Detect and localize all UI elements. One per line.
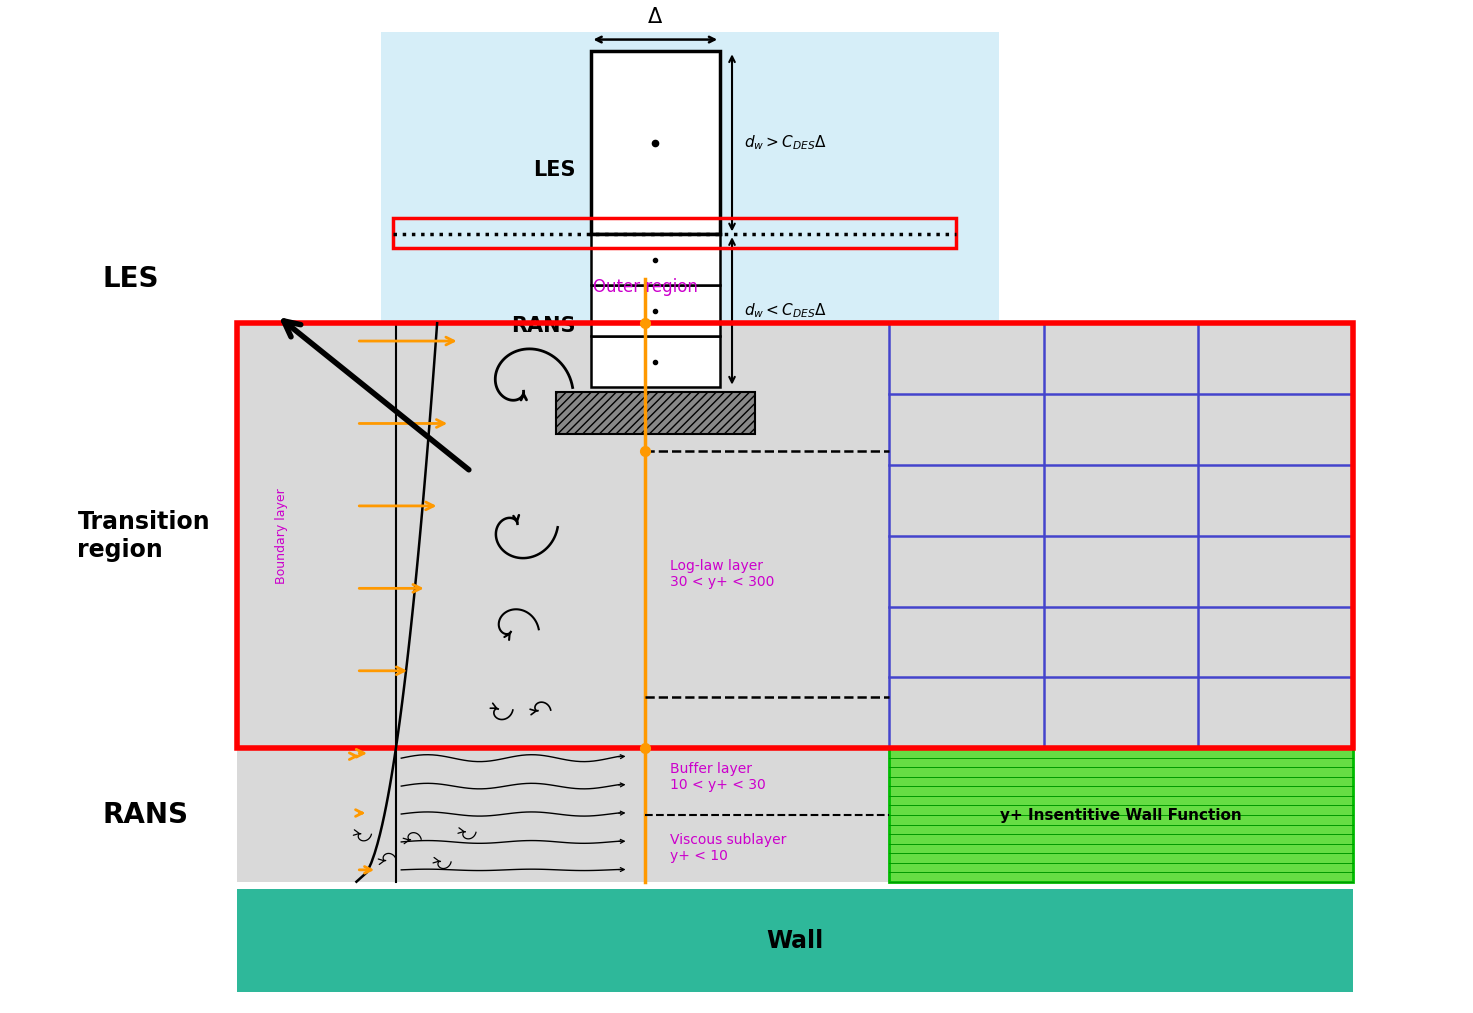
Bar bbox=[382, 31, 999, 462]
Bar bbox=[393, 219, 956, 248]
Text: LES: LES bbox=[533, 160, 576, 180]
Text: RANS: RANS bbox=[511, 316, 576, 336]
Bar bbox=[237, 323, 1352, 881]
Text: RANS: RANS bbox=[103, 801, 189, 829]
Text: Boundary layer: Boundary layer bbox=[275, 488, 289, 583]
Text: Viscous sublayer
y+ < 10: Viscous sublayer y+ < 10 bbox=[670, 834, 787, 863]
Text: Outer region: Outer region bbox=[594, 278, 698, 296]
Text: $d_w > C_{DES}\Delta$: $d_w > C_{DES}\Delta$ bbox=[744, 134, 826, 152]
Text: Transition
region: Transition region bbox=[78, 510, 211, 561]
Text: Log-law layer
30 < y+ < 300: Log-law layer 30 < y+ < 300 bbox=[670, 559, 775, 590]
Text: y+ Insentitive Wall Function: y+ Insentitive Wall Function bbox=[1000, 807, 1242, 823]
Bar bbox=[555, 392, 756, 434]
Bar bbox=[591, 286, 720, 336]
Text: Wall: Wall bbox=[766, 929, 823, 952]
Text: Buffer layer
10 < y+ < 30: Buffer layer 10 < y+ < 30 bbox=[670, 762, 766, 792]
Text: $d_w < C_{DES}\Delta$: $d_w < C_{DES}\Delta$ bbox=[744, 302, 826, 320]
Bar bbox=[237, 323, 1352, 749]
Bar bbox=[237, 888, 1352, 993]
Text: LES: LES bbox=[103, 264, 159, 293]
Bar bbox=[591, 336, 720, 388]
Text: $\Delta$: $\Delta$ bbox=[647, 7, 663, 26]
Bar bbox=[890, 749, 1352, 881]
Bar bbox=[591, 52, 720, 234]
Bar bbox=[591, 234, 720, 286]
